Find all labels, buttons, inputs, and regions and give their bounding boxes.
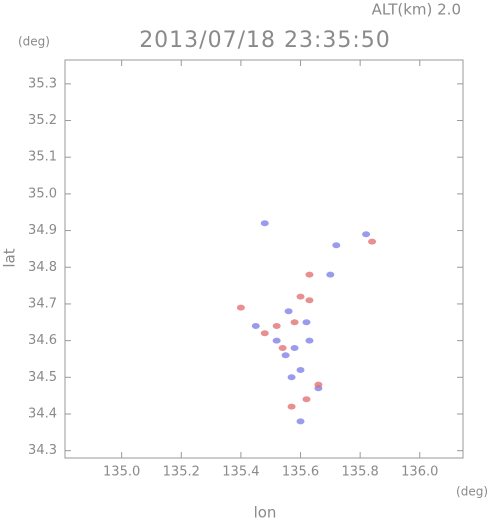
y-tick-label: 35.0 (28, 186, 57, 201)
echo-point (251, 322, 260, 329)
echo-point (284, 308, 293, 315)
chart-title: 2013/07/18 23:35:50 (139, 28, 391, 53)
echo-point (305, 297, 314, 304)
altitude-label: ALT(km) 2.0 (372, 1, 461, 19)
echo-point (305, 337, 314, 344)
echo-point (290, 319, 299, 326)
echo-point (305, 271, 314, 278)
echo-point (296, 366, 305, 373)
x-tick-label: 135.6 (282, 465, 319, 480)
x-tick-label: 135.4 (222, 465, 259, 480)
echo-point (281, 352, 290, 359)
echo-point (302, 319, 311, 326)
echo-point (332, 242, 341, 249)
y-tick-label: 35.2 (28, 113, 57, 128)
echo-point (296, 293, 305, 300)
y-tick-label: 34.9 (28, 223, 57, 238)
y-axis-label: lat (1, 248, 19, 267)
x-tick-label: 135.2 (163, 465, 200, 480)
echo-point (260, 330, 269, 337)
y-tick-label: 34.5 (28, 370, 57, 385)
x-tick-label: 136.0 (401, 465, 438, 480)
y-tick-label: 35.1 (28, 150, 57, 165)
y-tick-label: 34.4 (28, 406, 57, 421)
y-unit: (deg) (18, 35, 50, 49)
y-tick-label: 34.7 (28, 296, 57, 311)
y-tick-label: 34.8 (28, 260, 57, 275)
echo-point (272, 337, 281, 344)
x-axis-label: lon (254, 504, 277, 521)
y-tick-label: 35.3 (28, 76, 57, 91)
echo-point (272, 322, 281, 329)
x-tick-label: 135.8 (342, 465, 379, 480)
plot-frame (64, 59, 464, 459)
echo-point (362, 231, 371, 238)
y-tick-label: 34.3 (28, 443, 57, 458)
y-tick-label: 34.6 (28, 333, 57, 348)
echo-point (236, 304, 245, 311)
x-unit: (deg) (456, 485, 488, 499)
echo-point (368, 238, 377, 245)
echo-point (326, 271, 335, 278)
echo-point (278, 344, 287, 351)
echo-point (314, 381, 323, 388)
echo-point (296, 418, 305, 425)
echo-point (287, 374, 296, 381)
echo-point (287, 403, 296, 410)
echo-point (260, 220, 269, 227)
echo-point (290, 344, 299, 351)
x-tick-label: 135.0 (103, 465, 140, 480)
echo-point (302, 396, 311, 403)
